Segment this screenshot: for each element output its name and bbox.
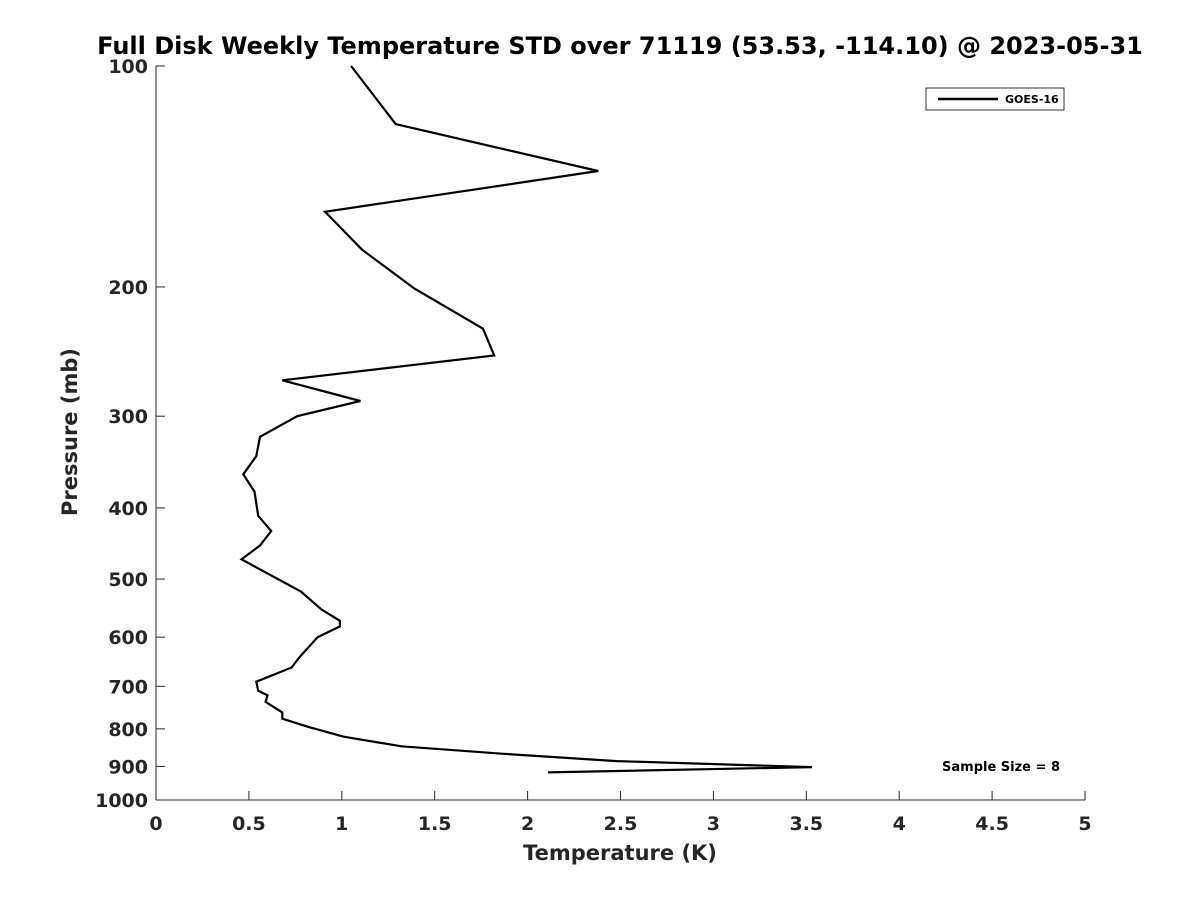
legend: GOES-16 — [925, 87, 1065, 111]
x-tick-label: 2.5 — [604, 813, 638, 835]
x-tick-label: 1.5 — [418, 813, 452, 835]
x-tick-label: 3.5 — [789, 813, 823, 835]
x-tick-label: 5 — [1078, 813, 1091, 835]
x-tick-label: 4.5 — [975, 813, 1009, 835]
x-tick-label: 1 — [335, 813, 348, 835]
y-tick-label: 100 — [108, 56, 148, 78]
y-tick-label: 700 — [108, 676, 148, 698]
x-tick-label: 3 — [707, 813, 720, 835]
y-tick-label: 1000 — [95, 790, 148, 812]
x-axis-label: Temperature (K) — [523, 841, 717, 865]
chart-title: Full Disk Weekly Temperature STD over 71… — [97, 32, 1143, 60]
x-tick-label: 0.5 — [232, 813, 266, 835]
y-tick-label: 800 — [108, 719, 148, 741]
y-tick-label: 600 — [108, 627, 148, 649]
x-tick-label: 2 — [521, 813, 534, 835]
x-tick-label: 0 — [149, 813, 162, 835]
y-tick-label: 300 — [108, 406, 148, 428]
series-line-goes-16 — [239, 65, 812, 774]
axes: 0 0.5 1 1.5 2 2.5 3 3.5 4 4.5 5 100 200 300 400 500 600 7… — [95, 56, 1092, 835]
sample-size-annotation: Sample Size = 8 — [942, 760, 1060, 775]
legend-label: GOES-16 — [1005, 93, 1059, 106]
y-axis-label: Pressure (mb) — [58, 348, 82, 516]
y-tick-label: 200 — [108, 277, 148, 299]
y-tick-label: 400 — [108, 498, 148, 520]
y-tick-label: 900 — [108, 756, 148, 778]
y-tick-label: 500 — [108, 569, 148, 591]
x-tick-label: 4 — [893, 813, 906, 835]
